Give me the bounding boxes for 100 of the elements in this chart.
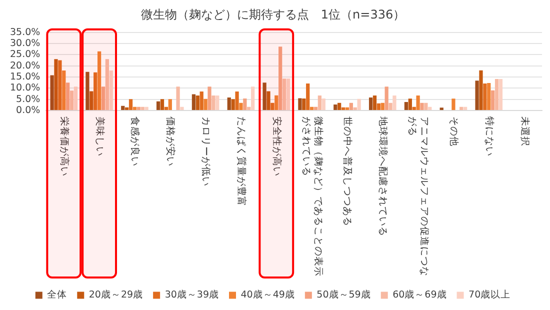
bar <box>74 86 78 110</box>
legend-label: 70歳以上 <box>468 288 511 301</box>
x-tick-label: その他 <box>448 116 460 146</box>
bar <box>235 92 239 110</box>
bar <box>428 106 432 110</box>
bar <box>338 102 342 110</box>
x-tick-label: 世の中へ普及しつつある <box>342 116 354 226</box>
bar <box>125 107 129 110</box>
y-tick-label: 10.0% <box>10 82 40 94</box>
bar <box>483 84 487 110</box>
bar <box>392 96 396 110</box>
bar <box>239 102 243 110</box>
bar <box>408 98 412 110</box>
bar <box>345 107 350 110</box>
bar <box>262 82 266 110</box>
bar <box>278 46 282 110</box>
x-tick-label: 栄養価が高い <box>58 116 70 176</box>
bar <box>231 99 235 110</box>
bar <box>424 102 428 110</box>
bar <box>286 78 290 110</box>
bar <box>376 103 380 110</box>
bar <box>121 106 125 110</box>
legend-label: 40歳～49歳 <box>240 288 295 301</box>
bar <box>247 106 251 110</box>
bar <box>144 106 148 110</box>
bar <box>322 98 326 110</box>
bar <box>334 104 338 110</box>
y-tick-label: 5.0% <box>16 94 40 105</box>
legend-label: 50歳～59歳 <box>316 288 371 301</box>
bar <box>140 106 144 110</box>
x-tick-label: 安全性が高い <box>270 116 283 176</box>
y-tick-label: 35.0% <box>10 26 40 38</box>
legend-label: 20歳～29歳 <box>88 288 144 301</box>
bar <box>494 79 499 110</box>
bar <box>310 106 314 110</box>
bar <box>372 96 377 110</box>
chart-title: 微生物（麹など）に期待する点 1位（n=336） <box>140 7 406 22</box>
bar <box>266 91 270 110</box>
bar <box>128 99 133 110</box>
bar <box>132 106 137 110</box>
x-tick-label: 未選択 <box>518 116 531 146</box>
bar <box>192 94 196 110</box>
bar <box>50 75 54 110</box>
y-tick-label: 20.0% <box>10 60 40 72</box>
bar <box>349 102 353 110</box>
bar <box>341 107 346 110</box>
x-tick-label: 価格が安い <box>164 116 177 166</box>
bar <box>176 86 180 110</box>
bar <box>357 98 361 110</box>
bar <box>136 106 140 110</box>
bar <box>164 106 168 110</box>
bar <box>109 70 113 110</box>
x-tick-label: 地球環境へ配慮されている <box>377 116 390 236</box>
bar <box>463 106 468 110</box>
bar <box>498 79 503 110</box>
legend-label: 全体 <box>47 288 68 301</box>
x-tick-label: カロリーが低い <box>200 116 212 186</box>
bar <box>353 107 357 110</box>
bar <box>487 83 491 110</box>
bar <box>388 102 392 110</box>
y-tick-label: 30.0% <box>10 38 40 50</box>
x-tick-label: アニマルウェルフェアの促進につながる <box>406 116 431 276</box>
bar <box>314 106 318 110</box>
x-tick-label: 微生物（麹など）であることの表示がされている <box>300 116 324 276</box>
bar <box>475 80 479 110</box>
bar <box>66 82 70 110</box>
bar <box>420 102 424 110</box>
bar <box>200 92 204 110</box>
bar <box>416 96 420 110</box>
legend-label: 30歳～39歳 <box>164 288 220 301</box>
x-tick-label: 美味しい <box>94 116 106 156</box>
bar <box>94 72 98 110</box>
bar <box>404 102 408 110</box>
bar <box>452 98 456 110</box>
bar <box>491 90 495 110</box>
bar <box>208 86 212 110</box>
bar <box>479 70 483 110</box>
bar <box>156 101 160 110</box>
bar <box>54 59 58 110</box>
bar <box>302 98 306 110</box>
bar <box>384 86 388 110</box>
bar <box>216 96 220 110</box>
bar <box>58 60 62 110</box>
y-tick-label: 0.0% <box>16 104 40 116</box>
bar <box>282 78 286 110</box>
bar <box>62 70 66 110</box>
bar <box>168 99 172 110</box>
bar <box>298 98 302 110</box>
bar <box>412 106 416 110</box>
bar <box>306 84 310 110</box>
bar <box>105 59 110 110</box>
bar <box>86 72 90 110</box>
y-tick-label: 25.0% <box>10 49 40 60</box>
bar <box>70 90 74 110</box>
legend-label: 60歳～69歳 <box>392 288 447 301</box>
bar <box>250 86 255 110</box>
bar <box>90 91 94 110</box>
bar <box>270 102 274 110</box>
bar <box>196 96 200 110</box>
x-tick-label: 食感が良い <box>129 116 142 166</box>
